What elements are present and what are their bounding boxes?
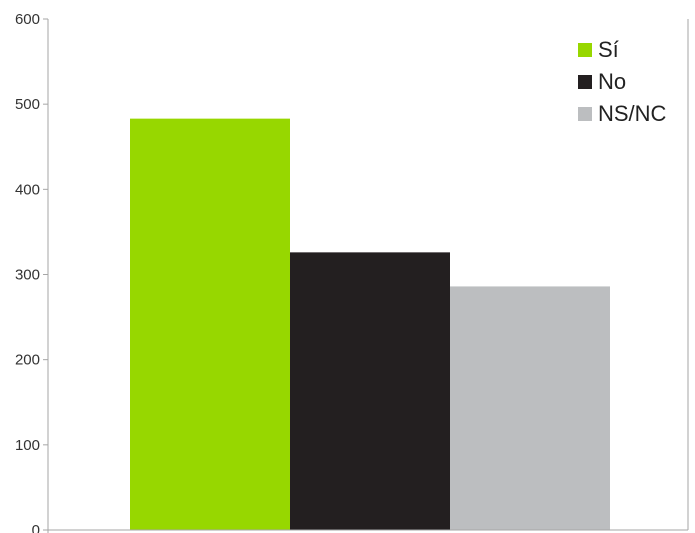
y-axis: 0 100 200 300 400 500 600 <box>15 11 689 533</box>
legend-swatch <box>578 75 592 89</box>
bar-no <box>290 252 450 530</box>
legend: Sí No NS/NC <box>578 37 667 126</box>
bar-ns-nc <box>450 286 610 530</box>
legend-label: NS/NC <box>598 101 667 126</box>
legend-label: Sí <box>598 37 619 62</box>
legend-swatch <box>578 43 592 57</box>
legend-swatch <box>578 107 592 121</box>
legend-label: No <box>598 69 626 94</box>
y-tick-label: 400 <box>15 181 40 198</box>
plot-area <box>130 118 610 531</box>
y-tick-label: 100 <box>15 437 40 454</box>
y-tick-label: 0 <box>32 522 40 533</box>
bar-s- <box>130 118 290 531</box>
y-tick-label: 600 <box>15 11 40 28</box>
y-tick-label: 500 <box>15 96 40 113</box>
y-tick-label: 300 <box>15 267 40 284</box>
y-tick-label: 200 <box>15 352 40 369</box>
